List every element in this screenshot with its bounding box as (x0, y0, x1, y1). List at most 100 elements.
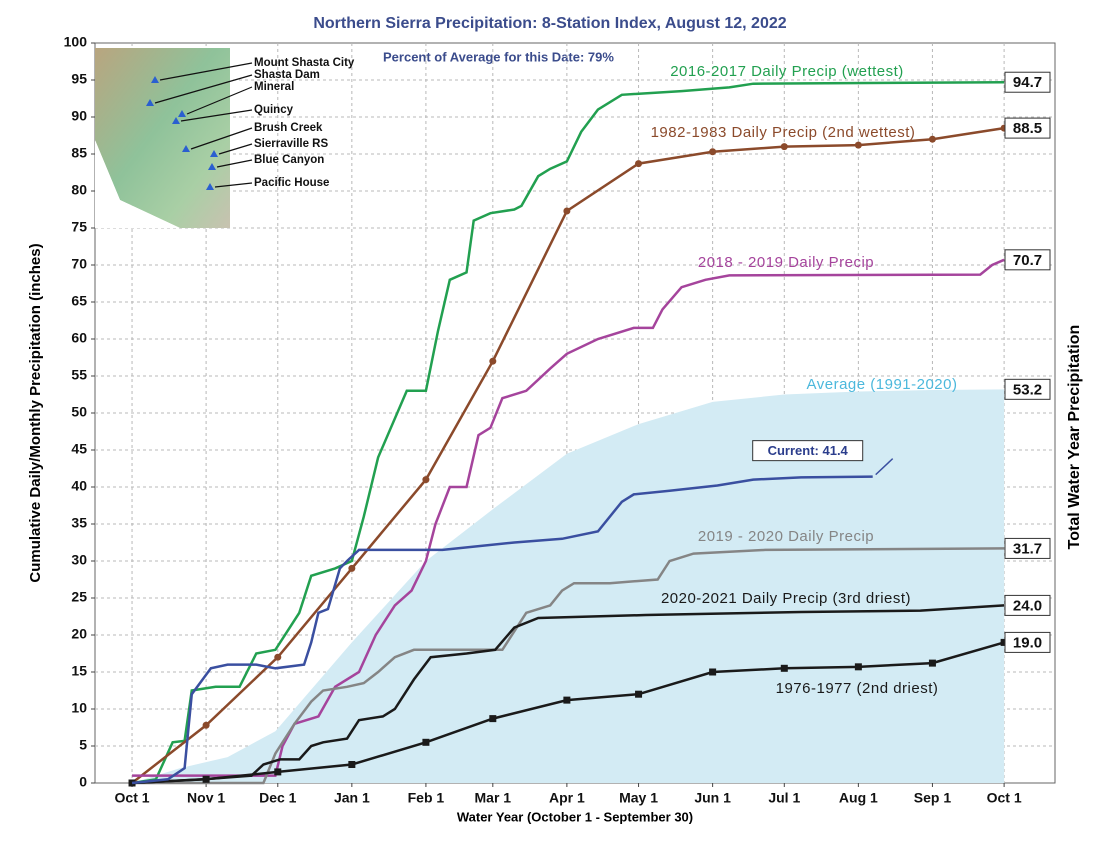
y-tick-label: 30 (71, 552, 87, 568)
series-line (131, 475, 873, 785)
point-marker (489, 715, 497, 723)
point-marker (635, 690, 643, 698)
point-marker (348, 761, 356, 768)
y-tick-label: 45 (71, 441, 87, 457)
station-marker (172, 117, 180, 124)
station-marker (210, 150, 218, 157)
point-marker (780, 664, 788, 672)
series-line (131, 604, 1005, 785)
station-marker (151, 76, 159, 83)
x-tick-label: Nov 1 (187, 790, 225, 806)
point-marker (348, 564, 356, 572)
y-axis-title: Cumulative Daily/Monthly Precipitation (… (27, 243, 44, 582)
end-label-box (1004, 117, 1051, 139)
station-arrow (159, 62, 253, 81)
end-label: 70.7 (1013, 252, 1042, 269)
y-tick-label: 80 (71, 182, 87, 198)
point-marker (489, 357, 497, 365)
y-tick-label: 90 (71, 108, 87, 124)
station-arrow (218, 143, 253, 155)
end-label: 94.7 (1013, 74, 1042, 91)
end-label: 24.0 (1013, 597, 1042, 614)
x-tick-label: Jan 1 (334, 790, 370, 806)
point-marker (928, 659, 936, 667)
station-arrow (154, 74, 253, 104)
annotation: Current: 41.4 (768, 443, 849, 458)
station-label: Blue Canyon (254, 154, 324, 166)
x-tick-label: Oct 1 (987, 790, 1022, 806)
series-label: 2019 - 2020 Daily Precip (698, 528, 874, 545)
end-label-box (1004, 378, 1051, 400)
x-tick-label: Mar 1 (475, 790, 512, 806)
end-label-box (1004, 249, 1051, 271)
station-label: Quincy (254, 104, 294, 116)
y-tick-label: 75 (71, 219, 87, 235)
point-marker (422, 738, 430, 746)
station-arrow (216, 159, 253, 168)
x-tick-label: Jul 1 (768, 790, 800, 806)
point-marker (635, 160, 643, 168)
x-tick-label: Dec 1 (259, 790, 297, 806)
x-tick-label: May 1 (619, 790, 658, 806)
station-arrow (180, 109, 253, 122)
end-label: 31.7 (1013, 540, 1042, 557)
end-label: 88.5 (1013, 120, 1042, 137)
x-axis-title: Water Year (October 1 - September 30) (457, 809, 693, 824)
point-marker (780, 143, 788, 151)
y-tick-label: 20 (71, 626, 87, 642)
point-marker (202, 721, 210, 729)
point-marker (563, 696, 571, 704)
map-land (95, 48, 230, 228)
station-arrow (186, 86, 253, 115)
end-label-box (1004, 71, 1051, 93)
station-marker (178, 110, 186, 117)
point-marker (709, 148, 717, 156)
y-tick-label: 40 (71, 478, 87, 494)
x-tick-label: Oct 1 (115, 790, 150, 806)
y-tick-label: 15 (71, 663, 87, 679)
x-tick-label: Sep 1 (914, 790, 952, 806)
end-label-box (1004, 537, 1051, 559)
y2-axis-title: Total Water Year Precipitation (1066, 325, 1083, 550)
station-marker (208, 163, 216, 170)
y-tick-label: 10 (71, 700, 87, 716)
y-tick-label: 25 (71, 589, 87, 605)
lines (128, 80, 1008, 787)
point-marker (202, 775, 210, 783)
y-tick-label: 70 (71, 256, 87, 272)
station-arrow (214, 182, 253, 188)
end-label-box (1004, 631, 1051, 653)
y-tick-label: 85 (71, 145, 87, 161)
labels: 0 5 10 15 20 25 30 35 40 45 50 55 60 65 70 75 80 85 90 95 10… (64, 34, 1051, 806)
end-label: 19.0 (1013, 634, 1042, 651)
y-tick-label: 35 (71, 515, 87, 531)
station-label: Brush Creek (254, 122, 323, 134)
series-label: 2020-2021 Daily Precip (3rd driest) (661, 590, 911, 607)
series-label: 2016-2017 Daily Precip (wettest) (670, 63, 904, 80)
series-label: Average (1991-2020) (807, 376, 958, 393)
station-arrow (190, 127, 253, 150)
station-label: Mineral (254, 81, 294, 93)
end-label: 53.2 (1013, 381, 1042, 398)
x-tick-label: Feb 1 (408, 790, 445, 806)
y-tick-label: 95 (71, 71, 87, 87)
series-line (132, 258, 1005, 777)
point-marker (928, 135, 936, 143)
station-label: Pacific House (254, 177, 329, 189)
y-tick-label: 55 (71, 367, 87, 383)
series-label: 1982-1983 Daily Precip (2nd wettest) (651, 124, 916, 141)
y-tick-label: 0 (79, 774, 87, 790)
station-label: Mount Shasta City (254, 57, 355, 69)
x-tick-label: Apr 1 (549, 790, 585, 806)
point-marker (422, 476, 430, 484)
point-marker (563, 207, 571, 215)
station-marker (206, 183, 214, 190)
subtitle: Percent of Average for this Date: 79% (383, 49, 614, 64)
annotation-arrow (875, 458, 894, 476)
station-marker (146, 99, 154, 106)
series-line (131, 80, 1005, 785)
station-label: Sierraville RS (254, 138, 328, 150)
point-marker (854, 663, 862, 671)
